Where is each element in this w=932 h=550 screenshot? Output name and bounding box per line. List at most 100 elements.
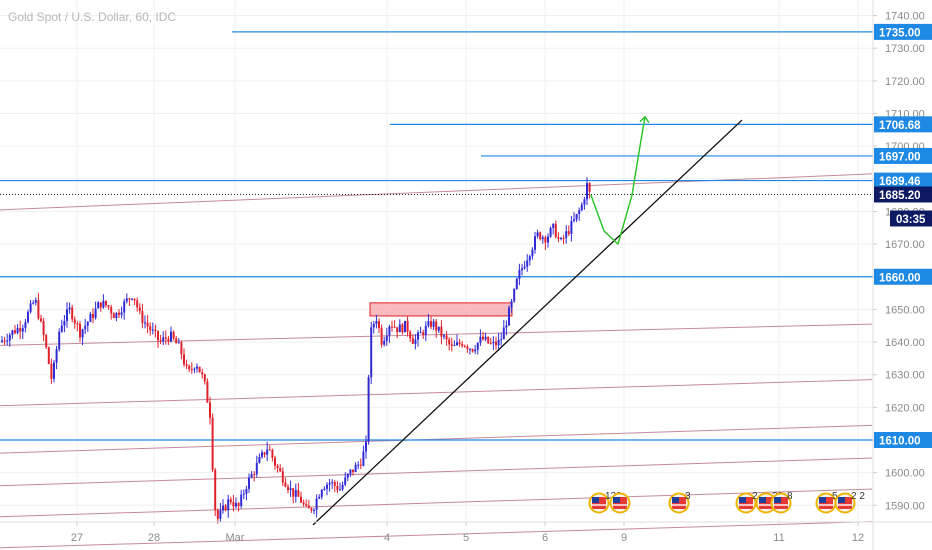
candle-body — [263, 452, 266, 455]
candle-body — [453, 345, 456, 347]
candle — [107, 304, 110, 310]
grid — [0, 0, 873, 522]
badge-label: 1685.20 — [879, 190, 921, 202]
event-marker: 2 2 — [834, 491, 865, 514]
candle — [16, 324, 19, 335]
x-tick-label: 27 — [71, 532, 83, 544]
channel-lines — [0, 173, 873, 549]
candle-body — [115, 312, 118, 319]
candle-body — [6, 340, 9, 342]
candle — [125, 293, 128, 304]
candle-body — [318, 496, 321, 499]
candle-body — [128, 298, 131, 300]
level-price-badge: 1735.00 — [874, 23, 932, 40]
candle — [227, 494, 230, 518]
candle-body — [268, 449, 271, 451]
badge-box — [874, 147, 932, 164]
candle-body — [133, 298, 136, 301]
candle — [515, 277, 518, 290]
candle-body — [193, 368, 196, 370]
candle — [214, 467, 217, 516]
badge-label: 1706.68 — [879, 120, 921, 132]
candle-body — [40, 318, 42, 322]
candle-body — [19, 327, 22, 332]
candle — [385, 327, 388, 346]
candle — [375, 314, 378, 329]
candle-body — [266, 449, 269, 455]
event-count: 2 2 — [851, 491, 865, 502]
candle-body — [281, 471, 284, 483]
candle-body — [73, 319, 76, 324]
candle — [435, 319, 438, 338]
candle-body — [573, 219, 575, 222]
candle-body — [198, 366, 201, 373]
candle — [271, 448, 274, 462]
candle-body — [365, 441, 367, 452]
candle-body — [398, 324, 401, 333]
countdown-badge: 03:35 — [890, 210, 932, 227]
event-count: 3 — [685, 491, 691, 502]
candle-body — [170, 331, 172, 342]
candle-body — [209, 402, 211, 418]
flag-canton — [613, 497, 620, 503]
candle-body — [502, 327, 505, 340]
resistance-zone-rect — [369, 302, 513, 317]
candle — [89, 311, 92, 323]
candle-body — [541, 237, 544, 240]
candle — [474, 345, 477, 354]
candle — [224, 503, 227, 512]
candle-body — [240, 494, 243, 506]
candle-body — [302, 502, 305, 505]
candle — [151, 322, 154, 335]
candle — [206, 378, 209, 403]
candle-body — [495, 341, 497, 346]
candle-body — [16, 327, 19, 334]
candle — [281, 467, 284, 487]
candle — [336, 481, 339, 494]
candle-body — [258, 456, 261, 463]
flag-canton — [672, 497, 679, 503]
candle — [505, 320, 508, 336]
candle-body — [437, 326, 440, 331]
candle-body — [523, 266, 526, 269]
candle — [573, 212, 575, 223]
candle-body — [63, 320, 66, 326]
candle — [110, 304, 113, 320]
trend-line — [312, 119, 743, 526]
candle — [583, 196, 586, 210]
badge-box — [874, 268, 932, 285]
flag-canton — [592, 497, 599, 503]
candle — [388, 324, 391, 343]
candle — [71, 304, 74, 323]
candle — [79, 321, 81, 343]
badge-label: 1689.46 — [879, 176, 921, 188]
candle — [297, 483, 300, 497]
candle-body — [45, 335, 48, 348]
candle-body — [253, 474, 256, 476]
candle — [331, 479, 334, 489]
candle — [409, 329, 412, 343]
candle — [29, 299, 32, 314]
candle — [458, 338, 461, 347]
candle — [323, 486, 326, 491]
time-axis[interactable]: 27 28 Mar 4 5 6 9 11 12 — [71, 522, 864, 544]
candle-body — [245, 488, 248, 494]
candle — [383, 336, 386, 347]
candle — [141, 304, 144, 329]
candle — [419, 326, 422, 334]
candle — [170, 326, 172, 343]
candle-body — [34, 300, 37, 303]
economic-events: 1233222852 2 — [588, 491, 865, 514]
candle-body — [430, 321, 432, 327]
candle-body — [1, 340, 3, 343]
event-marker: 2 — [735, 491, 758, 514]
candle — [190, 362, 193, 374]
candle — [536, 229, 539, 239]
candle — [84, 318, 87, 334]
y-tick-label: 1600.00 — [885, 468, 925, 480]
candle-body — [274, 457, 276, 466]
candle — [198, 366, 201, 373]
candle-body — [492, 341, 495, 344]
channel-line — [0, 379, 873, 407]
